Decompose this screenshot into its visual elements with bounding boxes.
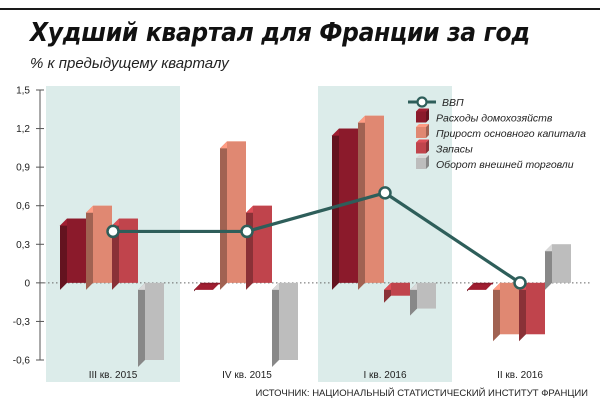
bar [358,115,384,290]
bar [519,282,545,342]
y-tick-label: 0 [24,278,30,289]
gdp-point [106,224,120,239]
bar [272,282,298,367]
legend-swatch [416,127,426,138]
bar [138,282,164,367]
gdp-line-path [113,191,521,285]
legend-swatch [416,111,426,123]
legend-label: ВВП [442,97,464,109]
legend-gdp-marker [416,96,428,108]
legend-swatch [416,158,426,169]
bar [467,282,493,292]
legend-label: Оборот внешней торговли [436,159,574,171]
y-tick-label: -0,3 [13,317,31,328]
chart-subtitle: % к предыдущему кварталу [30,55,229,72]
bar [246,205,272,290]
bar [493,282,519,342]
category-label: II кв. 2016 [497,370,543,381]
y-tick-label: 1,5 [16,86,30,97]
bars [60,115,571,367]
bar [220,141,246,290]
bar [384,282,410,303]
chart-title: Худший квартал для Франции за год [30,18,530,48]
legend-label: Прирост основного капитала [436,128,586,140]
y-tick-label: -0,6 [13,356,31,367]
bar [86,205,112,290]
y-tick-label: 0,9 [16,163,30,174]
y-tick-label: 0,6 [16,201,30,212]
legend-label: Расходы домохозяйств [436,113,553,125]
source-note: ИСТОЧНИК: НАЦИОНАЛЬНЫЙ СТАТИСТИЧЕСКИЙ ИН… [255,387,588,399]
bar [332,128,358,290]
legend-swatch [416,142,426,154]
y-axis: 1,5 1,2 0,9 0,6 0,3 0 -0,3 -0,6 [13,86,590,367]
gdp-point [378,186,392,200]
bar [194,282,220,292]
gdp-point [513,276,527,290]
top-rule [0,8,600,10]
y-tick-label: 1,2 [16,124,30,135]
gdp-point [240,224,254,239]
gdp-line [106,186,527,290]
category-label: IV кв. 2015 [222,370,272,381]
legend: ВВП Расходы домохозяйств Прирост основного… [408,96,586,171]
category-label: I кв. 2016 [363,370,406,381]
category-labels: III кв. 2015 IV кв. 2015 I кв. 2016 II кв. … [89,370,544,381]
bar [545,244,571,290]
bar [410,282,436,316]
category-label: III кв. 2015 [89,370,138,381]
bar [60,218,86,290]
y-tick-label: 0,3 [16,240,30,251]
legend-label: Запасы [436,144,473,156]
